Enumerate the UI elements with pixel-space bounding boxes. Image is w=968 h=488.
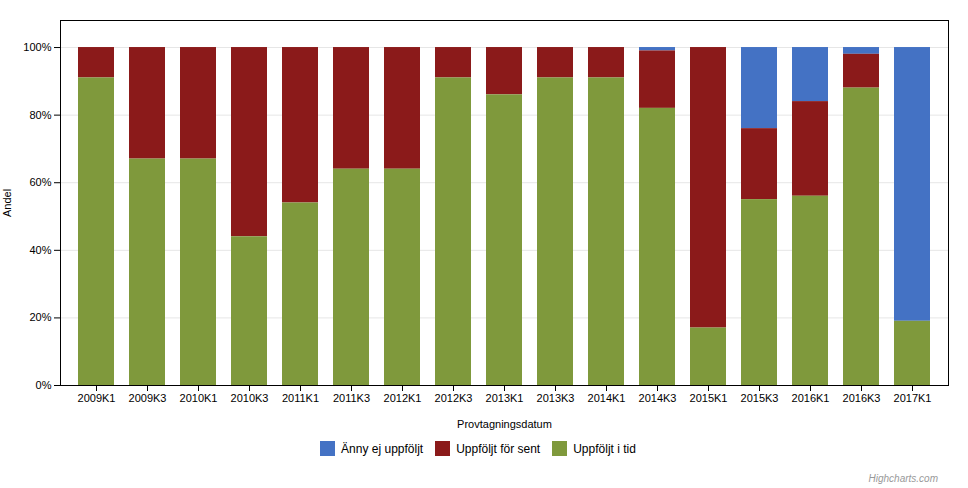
svg-text:20%: 20% [29, 311, 51, 323]
svg-text:2014K3: 2014K3 [639, 392, 677, 404]
svg-text:2013K3: 2013K3 [537, 392, 575, 404]
svg-text:2012K1: 2012K1 [384, 392, 422, 404]
svg-text:2016K1: 2016K1 [792, 392, 830, 404]
svg-text:2015K3: 2015K3 [741, 392, 779, 404]
svg-text:0%: 0% [36, 379, 52, 391]
svg-text:2013K1: 2013K1 [486, 392, 524, 404]
svg-text:100%: 100% [23, 41, 51, 53]
html-text:Highcharts.com: Highcharts.com [868, 473, 938, 484]
svg-text:2011K3: 2011K3 [333, 392, 370, 404]
svg-text:2014K1: 2014K1 [588, 392, 626, 404]
html-text:Uppföljt för sent: Uppföljt för sent [456, 441, 541, 456]
svg-text:Andel: Andel [1, 189, 13, 217]
svg-text:2009K3: 2009K3 [129, 392, 167, 404]
svg-text:40%: 40% [29, 244, 51, 256]
html-text:Änny ej uppföljt: Änny ej uppföljt [341, 441, 424, 456]
svg-text:60%: 60% [29, 176, 51, 188]
html-text:Uppföljt i tid: Uppföljt i tid [573, 441, 636, 456]
svg-text:2011K1: 2011K1 [282, 392, 319, 404]
svg-text:2010K3: 2010K3 [231, 392, 269, 404]
svg-text:2017K1: 2017K1 [894, 392, 932, 404]
svg-text:Provtagningsdatum: Provtagningsdatum [457, 418, 552, 430]
svg-text:2012K3: 2012K3 [435, 392, 473, 404]
svg-text:2009K1: 2009K1 [78, 392, 116, 404]
svg-text:2015K1: 2015K1 [690, 392, 728, 404]
svg-text:80%: 80% [29, 109, 51, 121]
svg-text:2016K3: 2016K3 [843, 392, 881, 404]
svg-text:2010K1: 2010K1 [180, 392, 218, 404]
